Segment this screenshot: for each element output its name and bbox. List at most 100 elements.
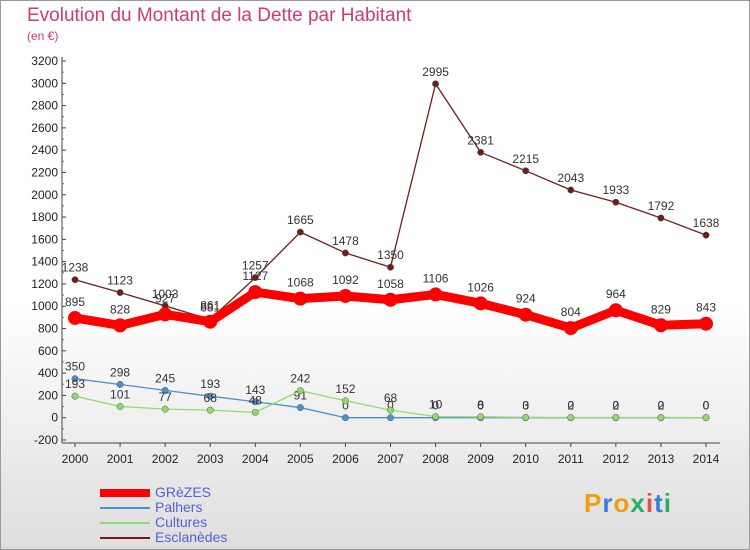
data-point [699, 316, 713, 331]
y-tick-label: 800 [38, 322, 58, 336]
data-label: 0 [342, 399, 349, 413]
data-label: 1127 [242, 269, 268, 283]
legend-item: Palhers [100, 499, 300, 515]
data-point [203, 314, 218, 329]
data-label: 2 [658, 398, 665, 412]
data-label: 77 [158, 390, 172, 404]
legend-item: Cultures [100, 514, 300, 530]
legend-label: GRèZES [155, 484, 212, 500]
y-tick-label: 1400 [31, 255, 58, 269]
data-point [567, 186, 575, 194]
data-label: 843 [696, 301, 716, 315]
y-tick-label: 1600 [31, 232, 58, 246]
data-point [293, 291, 308, 306]
data-point [387, 406, 394, 414]
data-point [612, 198, 620, 206]
y-tick-label: 2000 [31, 188, 58, 202]
x-tick-label: 2009 [467, 452, 494, 466]
y-tick-label: 200 [38, 388, 58, 402]
legend-label: Palhers [155, 499, 203, 515]
x-tick-label: 2007 [377, 452, 404, 466]
data-label: 193 [65, 377, 85, 391]
data-point [612, 414, 620, 421]
data-label: 193 [200, 377, 220, 391]
data-label: 1092 [332, 273, 359, 287]
data-label: 2 [613, 398, 620, 412]
data-point [116, 381, 124, 388]
data-point [251, 408, 259, 416]
data-point [296, 387, 304, 395]
data-label: 0 [613, 399, 620, 413]
legend-swatch [100, 489, 150, 497]
y-tick-label: 1200 [31, 277, 58, 291]
x-tick-label: 2004 [242, 452, 269, 466]
y-tick-label: 3000 [31, 76, 58, 90]
data-label: 0 [522, 399, 529, 413]
data-point [653, 318, 668, 333]
data-label: 2 [567, 398, 574, 412]
data-label: 0 [387, 399, 394, 413]
data-label: 0 [658, 399, 665, 413]
data-label: 143 [245, 383, 265, 397]
data-point [702, 414, 710, 422]
data-label: 1350 [377, 248, 404, 262]
data-label: 1058 [377, 277, 404, 291]
data-label: 68 [384, 391, 398, 405]
y-tick-label: 1800 [31, 210, 58, 224]
data-point [71, 375, 79, 383]
data-label: 1792 [648, 199, 675, 213]
data-label: 1106 [423, 271, 449, 285]
legend-item: Esclanèdes [100, 529, 300, 545]
data-label: 101 [110, 387, 130, 401]
data-point [608, 303, 623, 318]
x-tick-label: 2006 [332, 452, 359, 466]
data-point [657, 414, 665, 421]
data-label: 2215 [512, 152, 539, 166]
data-label: 1003 [152, 287, 179, 301]
data-label: 3 [522, 398, 529, 412]
proxiti-logo: Proxiti [584, 488, 672, 518]
data-point [248, 285, 263, 300]
legend-swatch [100, 537, 150, 539]
legend-swatch [100, 507, 150, 509]
legend: GRèZES Palhers Cultures Esclanèdes [100, 484, 300, 545]
data-point [338, 288, 353, 303]
y-tick-label: 1000 [31, 299, 58, 313]
data-point [158, 307, 173, 322]
data-point [71, 276, 79, 284]
y-tick-label: 2200 [31, 165, 58, 179]
data-point [522, 167, 530, 175]
data-label: 10 [429, 398, 443, 412]
chart-title: Evolution du Montant de la Dette par Hab… [27, 5, 412, 26]
y-tick-label: 2800 [31, 99, 58, 113]
data-label: 1238 [62, 261, 89, 275]
data-label: 0 [703, 399, 710, 413]
data-point [432, 413, 440, 421]
data-label: 828 [110, 302, 130, 316]
x-tick-label: 2003 [197, 452, 224, 466]
data-point [383, 292, 398, 307]
data-label: 927 [155, 291, 175, 305]
data-label: 1638 [693, 216, 720, 230]
data-point [341, 397, 349, 405]
data-point [341, 414, 349, 422]
data-label: 2381 [467, 133, 494, 147]
data-point [567, 414, 575, 421]
legend-label: Esclanèdes [155, 529, 228, 545]
data-label: 0 [567, 399, 574, 413]
data-label: 68 [204, 391, 218, 405]
data-point [68, 310, 82, 325]
y-tick-label: -200 [34, 433, 58, 447]
x-tick-label: 2008 [422, 452, 449, 466]
x-tick-label: 2010 [512, 452, 539, 466]
data-point [518, 307, 533, 322]
data-label: 1123 [107, 274, 133, 288]
data-label: 48 [249, 393, 263, 407]
data-point [702, 231, 710, 239]
legend-item: GRèZES [100, 484, 300, 500]
data-label: 8 [477, 398, 484, 412]
x-tick-label: 2001 [107, 452, 134, 466]
data-label: 895 [65, 295, 85, 309]
data-point [563, 321, 578, 336]
